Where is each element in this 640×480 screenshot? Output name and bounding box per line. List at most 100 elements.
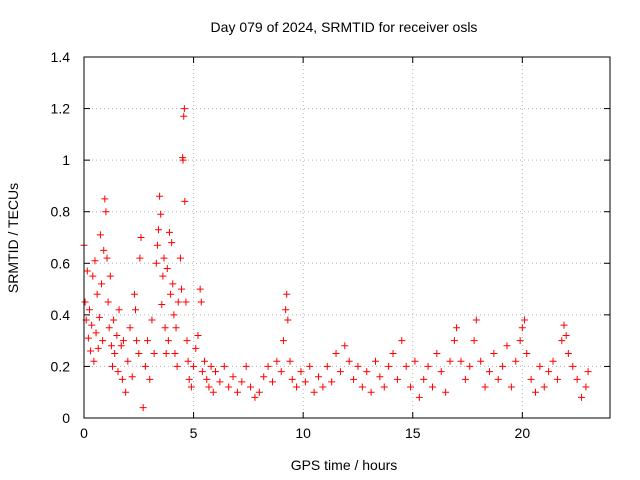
data-point [160,254,168,262]
data-point [354,362,362,370]
data-point [332,350,340,358]
plot-frame [83,56,611,419]
data-point [88,321,96,329]
data-point [106,272,114,280]
data-point [104,298,112,306]
data-point [341,342,349,350]
data-point [205,383,213,391]
data-point [137,234,145,241]
data-point [315,373,323,381]
data-point [282,306,290,314]
data-point [433,350,441,358]
data-point [288,375,296,383]
data-point [536,362,544,370]
data-point [173,362,181,370]
data-point [92,329,100,337]
data-point [494,375,502,383]
data-point [155,226,163,234]
data-point [136,254,144,262]
data-point [83,267,91,275]
data-point [297,368,305,376]
data-point [141,362,149,370]
data-point [371,357,379,365]
data-point [558,337,566,345]
data-point [198,368,206,376]
data-point [89,272,97,280]
data-point [424,362,432,370]
data-point [279,337,287,345]
data-point [111,350,119,358]
data-point [420,375,428,383]
data-point [527,375,535,383]
data-point [181,197,189,205]
data-point [197,298,205,306]
data-point [560,321,568,329]
data-point [100,246,108,254]
data-point [499,362,507,370]
data-point [238,378,246,386]
data-point [503,342,511,350]
data-point [328,378,336,386]
data-point [163,264,171,272]
data-point [194,331,202,339]
data-point [161,324,169,332]
data-point [453,324,461,332]
data-point [336,368,344,376]
data-point [180,112,188,120]
data-point [573,375,581,383]
data-point [122,388,130,396]
data-point [162,350,170,358]
data-point [203,375,211,383]
data-point [96,231,104,239]
data-point [118,375,126,383]
data-point [93,290,101,298]
data-point [187,383,195,391]
data-point [415,393,423,401]
data-point [124,357,132,365]
data-point [133,337,141,345]
data-point [277,368,285,376]
data-point [107,342,115,350]
data-point [94,344,102,352]
data-point [350,375,358,383]
data-point [165,228,173,236]
data-point [201,357,209,365]
grid-lines [84,57,610,418]
data-point [169,280,177,288]
data-point [545,368,553,376]
data-point [363,368,371,376]
data-point [196,285,204,293]
data-point [485,368,493,376]
y-tick-label: 0.4 [51,307,71,323]
data-point [457,357,465,365]
data-point [380,383,388,391]
data-point [185,375,193,383]
data-point [110,316,118,324]
data-point [284,316,292,324]
data-point [119,337,127,345]
data-point [95,313,103,321]
data-point [507,383,515,391]
data-point [301,378,309,386]
data-points [80,105,592,412]
y-tick-label: 0 [62,410,70,426]
data-point [225,383,233,391]
data-point [428,383,436,391]
y-tick-label: 1.4 [51,49,71,65]
data-point [178,285,186,293]
data-point [114,368,122,376]
data-point [490,350,498,358]
data-point [584,368,592,376]
data-point [99,337,107,345]
data-point [157,210,165,218]
data-point [113,331,121,339]
data-point [540,383,548,391]
data-point [437,368,445,376]
data-point [242,362,250,370]
data-point [126,324,134,332]
data-point [184,357,192,365]
data-point [164,337,172,345]
data-point [549,357,557,365]
data-point [146,375,154,383]
data-point [172,324,180,332]
